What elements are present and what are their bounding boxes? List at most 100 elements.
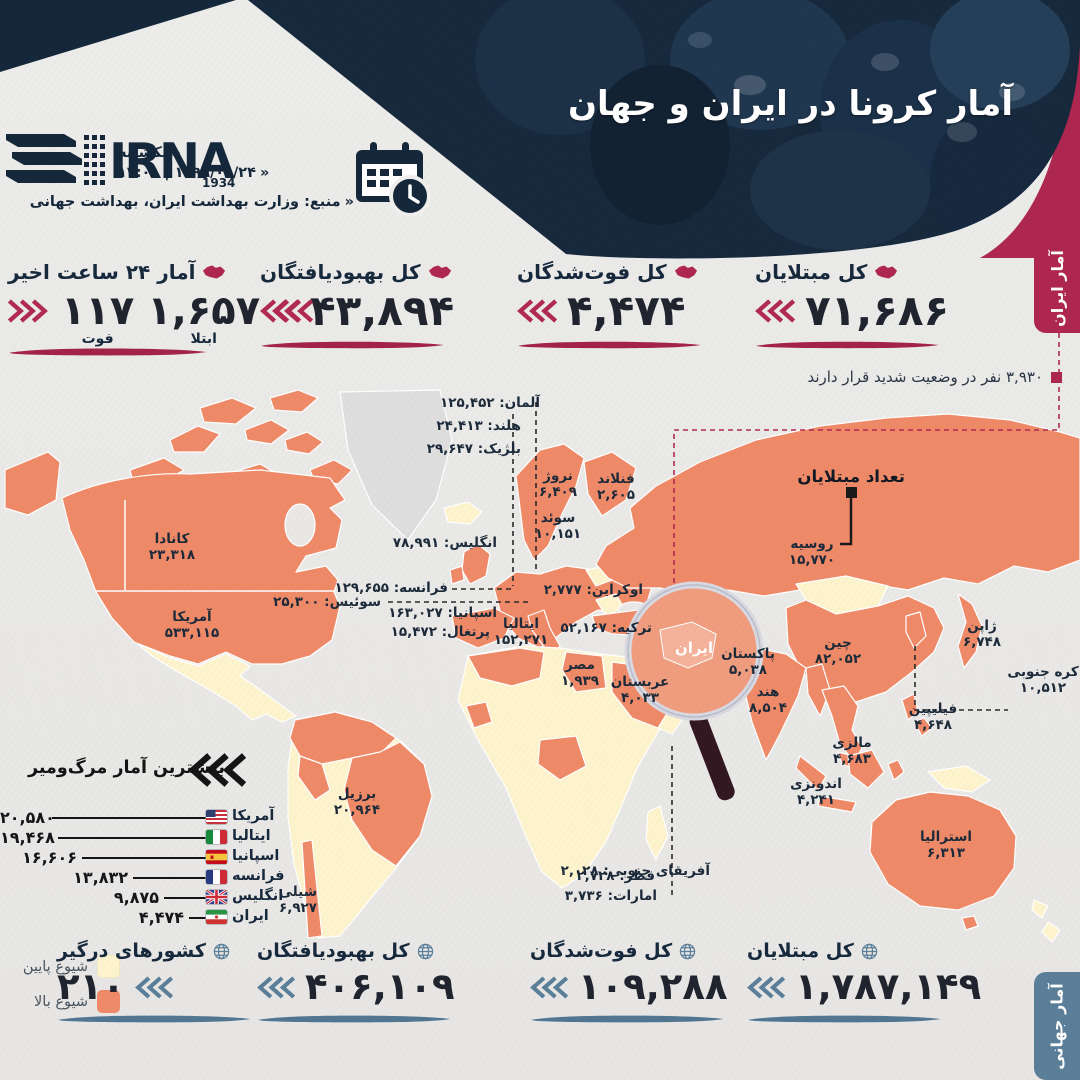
fr-flag-icon [206,870,227,884]
map-indonesia [847,749,885,789]
map-iberia [451,607,515,649]
death-row-fr: ۱۳,۸۳۲ فرانسه [0,868,284,888]
connector-line [133,877,206,879]
death-row-uk: ۹,۸۷۵ انگلیس [0,888,283,908]
iran-map-icon [202,264,226,280]
tab-iran-stats: آمار ایران [1034,243,1080,333]
date-block: «یکشنبه «۱۳۹۹/۰۱/۲۴ | ۱۴:۰۰ «منبع: وزارت… [29,143,354,212]
map-us-canada-border [96,500,335,592]
us-flag-icon [206,810,227,824]
high-prevalence-swatch [97,990,120,1013]
map-greenland [339,389,453,541]
crimson-ribbon [980,26,1080,258]
death-count: ۱۳,۸۳۲ [73,868,128,887]
brush-underline [517,340,702,350]
map-alaska [4,451,61,516]
crowd-photo [248,0,1080,259]
map-australia [869,791,1017,911]
death-count: ۲۰,۵۸۰ [0,808,55,827]
tab-world-stats: آمار جهانی [1034,972,1080,1080]
iran-map-icon [874,264,898,280]
death-row-es: ۱۶,۶۰۶ اسپانیا [0,848,279,868]
connector-line [58,837,206,839]
chevrons-icon: « [260,165,270,181]
map-japan [957,593,983,669]
map-chile [301,839,323,939]
chevrons-icon: « [344,194,354,210]
globe-icon [679,943,696,960]
map-indochina [821,685,863,763]
weekday-line: «یکشنبه [118,145,181,161]
death-count: ۹,۸۷۵ [113,888,159,907]
connector-line [189,917,206,919]
header-banner [0,0,1080,259]
severe-condition-note: ۳,۹۳۰ نفر در وضعیت شدید قرار دارند [807,368,1062,386]
death-count: ۴,۴۷۴ [138,908,184,927]
infections-24h: ۱,۶۵۷ ابتلا [147,288,261,347]
magnifier-icon [624,581,764,801]
legend-low: شیوع پایین [10,955,120,978]
calendar-clock-icon [356,142,431,217]
logo-dots [84,135,105,185]
chevrons-icon [517,298,557,324]
iran-map-icon [428,264,452,280]
globe-icon [417,943,434,960]
country-name: انگلیس [232,888,284,904]
connector-line [52,817,206,819]
iran-last-24h: آمار ۲۴ ساعت اخیر ۱۱۷ فوت ۱,۶۵۷ ابتلا [8,260,308,357]
irna-logo: IRNA 1934 [6,130,238,190]
iran-map-icon [674,264,698,280]
map-central-america [137,643,297,723]
brush-underline [8,347,208,357]
world-total-recovered: کل بهبودیافتگان ۴۰۶,۱۰۹ [257,940,502,1024]
map-annotation-title: تعداد مبتلایان [797,467,905,486]
map-finland [583,451,637,517]
country-name: ایران [232,908,269,924]
map-egypt [561,651,607,693]
svg-text:IRNA: IRNA [109,133,235,190]
brush-underline [755,340,940,350]
chevrons-icon: « [171,145,181,161]
corner-wedge [0,0,236,72]
map-arctic-islands [129,389,353,487]
brush-underline [530,1014,725,1024]
iran-total-infected: کل مبتلایان ۷۱,۶۸۶ [755,260,1010,350]
map-scandinavia [515,443,585,561]
leader-lines [388,402,1008,896]
world-involved-countries: کشورهای درگیر ۲۱۰ [57,940,292,1024]
map-hudson-bay [284,503,316,547]
death-row-us: ۲۰,۵۸۰ آمریکا [0,808,274,828]
country-name: اسپانیا [232,848,280,864]
chevrons-icon [188,746,246,794]
annotation-marker [840,487,857,546]
deaths-24h: ۱۱۷ فوت [61,288,135,347]
country-name: آمریکا [232,808,275,824]
chevrons-icon [530,975,568,1000]
source-line: «منبع: وزارت بهداشت ایران، بهداشت جهانی [29,194,354,210]
connector-line [164,897,206,899]
square-bullet-icon [1051,371,1062,383]
it-flag-icon [206,830,227,844]
chevrons-icon [135,975,173,1000]
map-russia [595,413,1080,597]
map-philippines [901,693,933,737]
connector-line [82,857,206,859]
map-north-america [61,469,346,665]
legend-high: شیوع بالا [10,990,120,1013]
iran-total-recovered: کل بهبودیافتگان ۴۳,۸۹۴ [260,260,515,350]
globe-icon [213,943,230,960]
country-name: فرانسه [232,868,285,884]
chevrons-icon [8,298,48,324]
map-brazil [343,741,433,867]
map-new-guinea [927,765,991,793]
map-madagascar [645,805,669,861]
svg-text:1934: 1934 [202,176,235,190]
page-title: آمار کرونا در ایران و جهان [568,84,1013,124]
ir-flag-icon [206,910,227,924]
map-uk [461,543,491,585]
map-korea [905,611,927,649]
map-new-zealand [1031,899,1061,943]
globe-icon [861,943,878,960]
death-count: ۱۶,۶۰۶ [22,848,77,867]
